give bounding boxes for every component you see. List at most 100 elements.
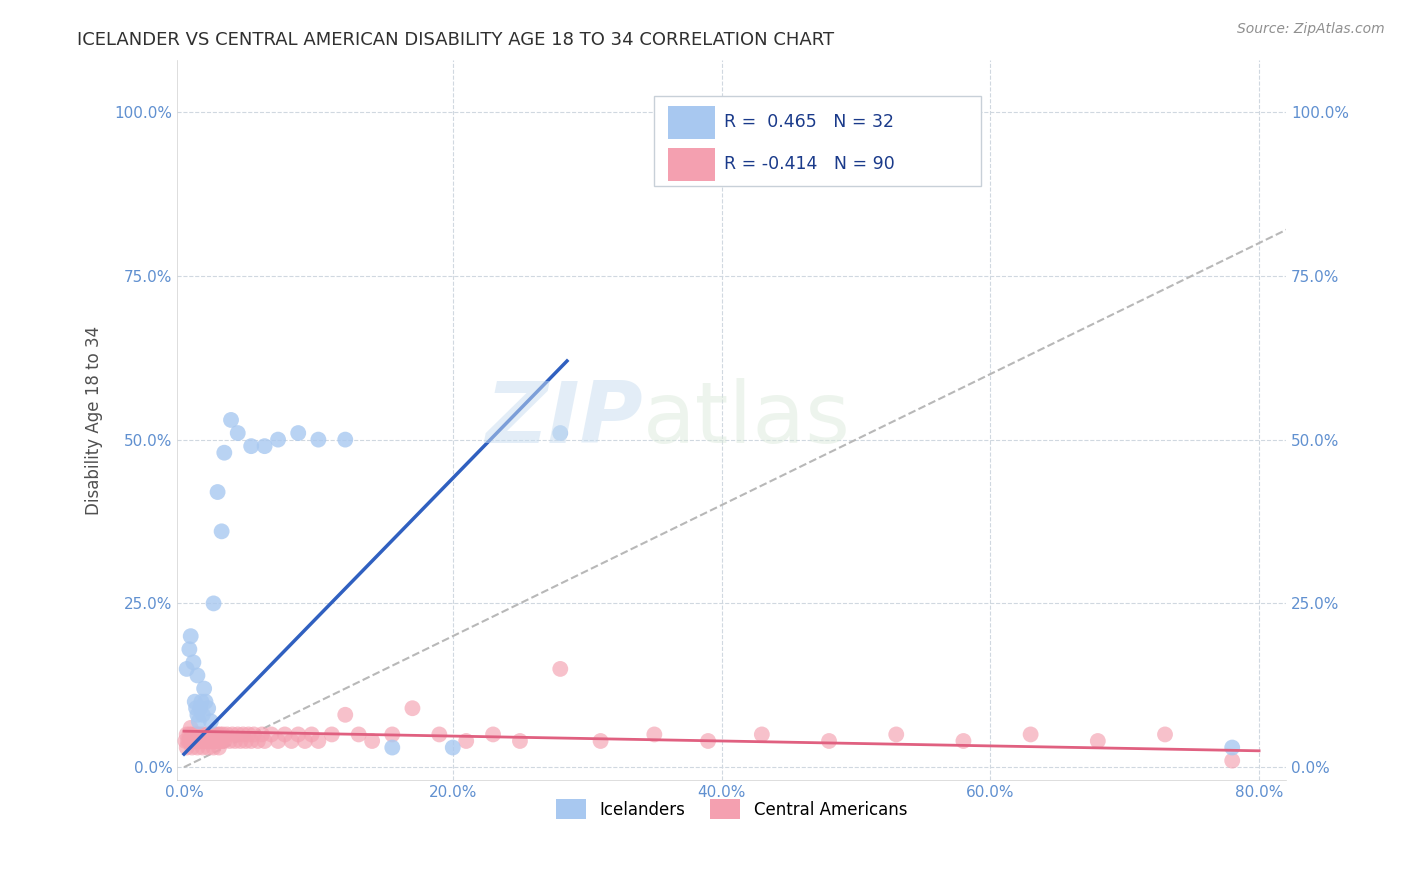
Point — [287, 425, 309, 440]
Point — [274, 727, 297, 741]
Point — [401, 701, 423, 715]
Text: atlas: atlas — [643, 378, 851, 461]
Point — [186, 668, 208, 682]
Point — [190, 695, 212, 709]
Point — [347, 727, 370, 741]
Point — [381, 740, 404, 755]
Point — [214, 734, 236, 748]
Point — [176, 662, 198, 676]
Point — [197, 701, 219, 715]
Text: R =  0.465   N = 32: R = 0.465 N = 32 — [724, 113, 894, 131]
Point — [197, 740, 219, 755]
Point — [180, 629, 202, 643]
Point — [211, 734, 233, 748]
Point — [202, 734, 225, 748]
Text: Source: ZipAtlas.com: Source: ZipAtlas.com — [1237, 22, 1385, 37]
Point — [184, 695, 207, 709]
Point — [186, 734, 208, 748]
Point — [548, 662, 571, 676]
Point — [301, 727, 323, 741]
Point — [212, 727, 235, 741]
Point — [211, 734, 233, 748]
Point — [174, 734, 197, 748]
Point — [381, 727, 404, 741]
Point — [287, 727, 309, 741]
Point — [188, 734, 211, 748]
Point — [184, 734, 207, 748]
Point — [200, 734, 222, 748]
Point — [307, 433, 329, 447]
Point — [184, 734, 207, 748]
Point — [183, 656, 205, 670]
Point — [267, 433, 290, 447]
Point — [202, 596, 225, 610]
Point — [179, 727, 201, 741]
Point — [1154, 727, 1177, 741]
Point — [482, 727, 505, 741]
Point — [548, 425, 571, 440]
Point — [194, 734, 217, 748]
Text: ZIP: ZIP — [485, 378, 643, 461]
Point — [188, 701, 211, 715]
Point — [207, 727, 229, 741]
Point — [229, 734, 252, 748]
Point — [232, 727, 254, 741]
Point — [818, 734, 841, 748]
Point — [224, 734, 246, 748]
FancyBboxPatch shape — [654, 95, 981, 186]
Point — [294, 734, 316, 748]
Point — [253, 439, 276, 453]
Point — [194, 695, 217, 709]
Point — [179, 642, 201, 657]
Point — [219, 413, 242, 427]
Point — [441, 740, 464, 755]
Point — [194, 734, 217, 748]
Point — [176, 727, 198, 741]
Point — [697, 734, 720, 748]
Point — [267, 734, 290, 748]
Point — [280, 734, 302, 748]
Point — [181, 727, 204, 741]
Point — [201, 727, 224, 741]
Point — [183, 734, 205, 748]
Point — [181, 740, 204, 755]
Point — [208, 740, 231, 755]
Point — [751, 727, 773, 741]
Legend: Icelanders, Central Americans: Icelanders, Central Americans — [550, 792, 914, 826]
Point — [643, 727, 665, 741]
Point — [1087, 734, 1109, 748]
Point — [190, 727, 212, 741]
Point — [226, 727, 249, 741]
Point — [456, 734, 478, 748]
Point — [200, 734, 222, 748]
Point — [193, 681, 215, 696]
Point — [238, 727, 260, 741]
Point — [191, 734, 214, 748]
Point — [361, 734, 384, 748]
Point — [218, 734, 240, 748]
Point — [193, 727, 215, 741]
Point — [235, 734, 257, 748]
Point — [200, 714, 222, 729]
Point — [191, 740, 214, 755]
Point — [307, 734, 329, 748]
Point — [1220, 754, 1243, 768]
Point — [509, 734, 531, 748]
Text: ICELANDER VS CENTRAL AMERICAN DISABILITY AGE 18 TO 34 CORRELATION CHART: ICELANDER VS CENTRAL AMERICAN DISABILITY… — [77, 31, 834, 49]
Point — [240, 734, 263, 748]
Point — [195, 727, 218, 741]
Point — [205, 734, 228, 748]
Point — [207, 485, 229, 500]
Point — [221, 727, 243, 741]
Point — [246, 734, 269, 748]
Point — [184, 727, 207, 741]
Point — [240, 439, 263, 453]
Point — [253, 734, 276, 748]
FancyBboxPatch shape — [668, 147, 716, 181]
Point — [197, 734, 219, 748]
Point — [260, 727, 283, 741]
Point — [589, 734, 612, 748]
Point — [205, 734, 228, 748]
Point — [176, 740, 198, 755]
Point — [211, 524, 233, 539]
